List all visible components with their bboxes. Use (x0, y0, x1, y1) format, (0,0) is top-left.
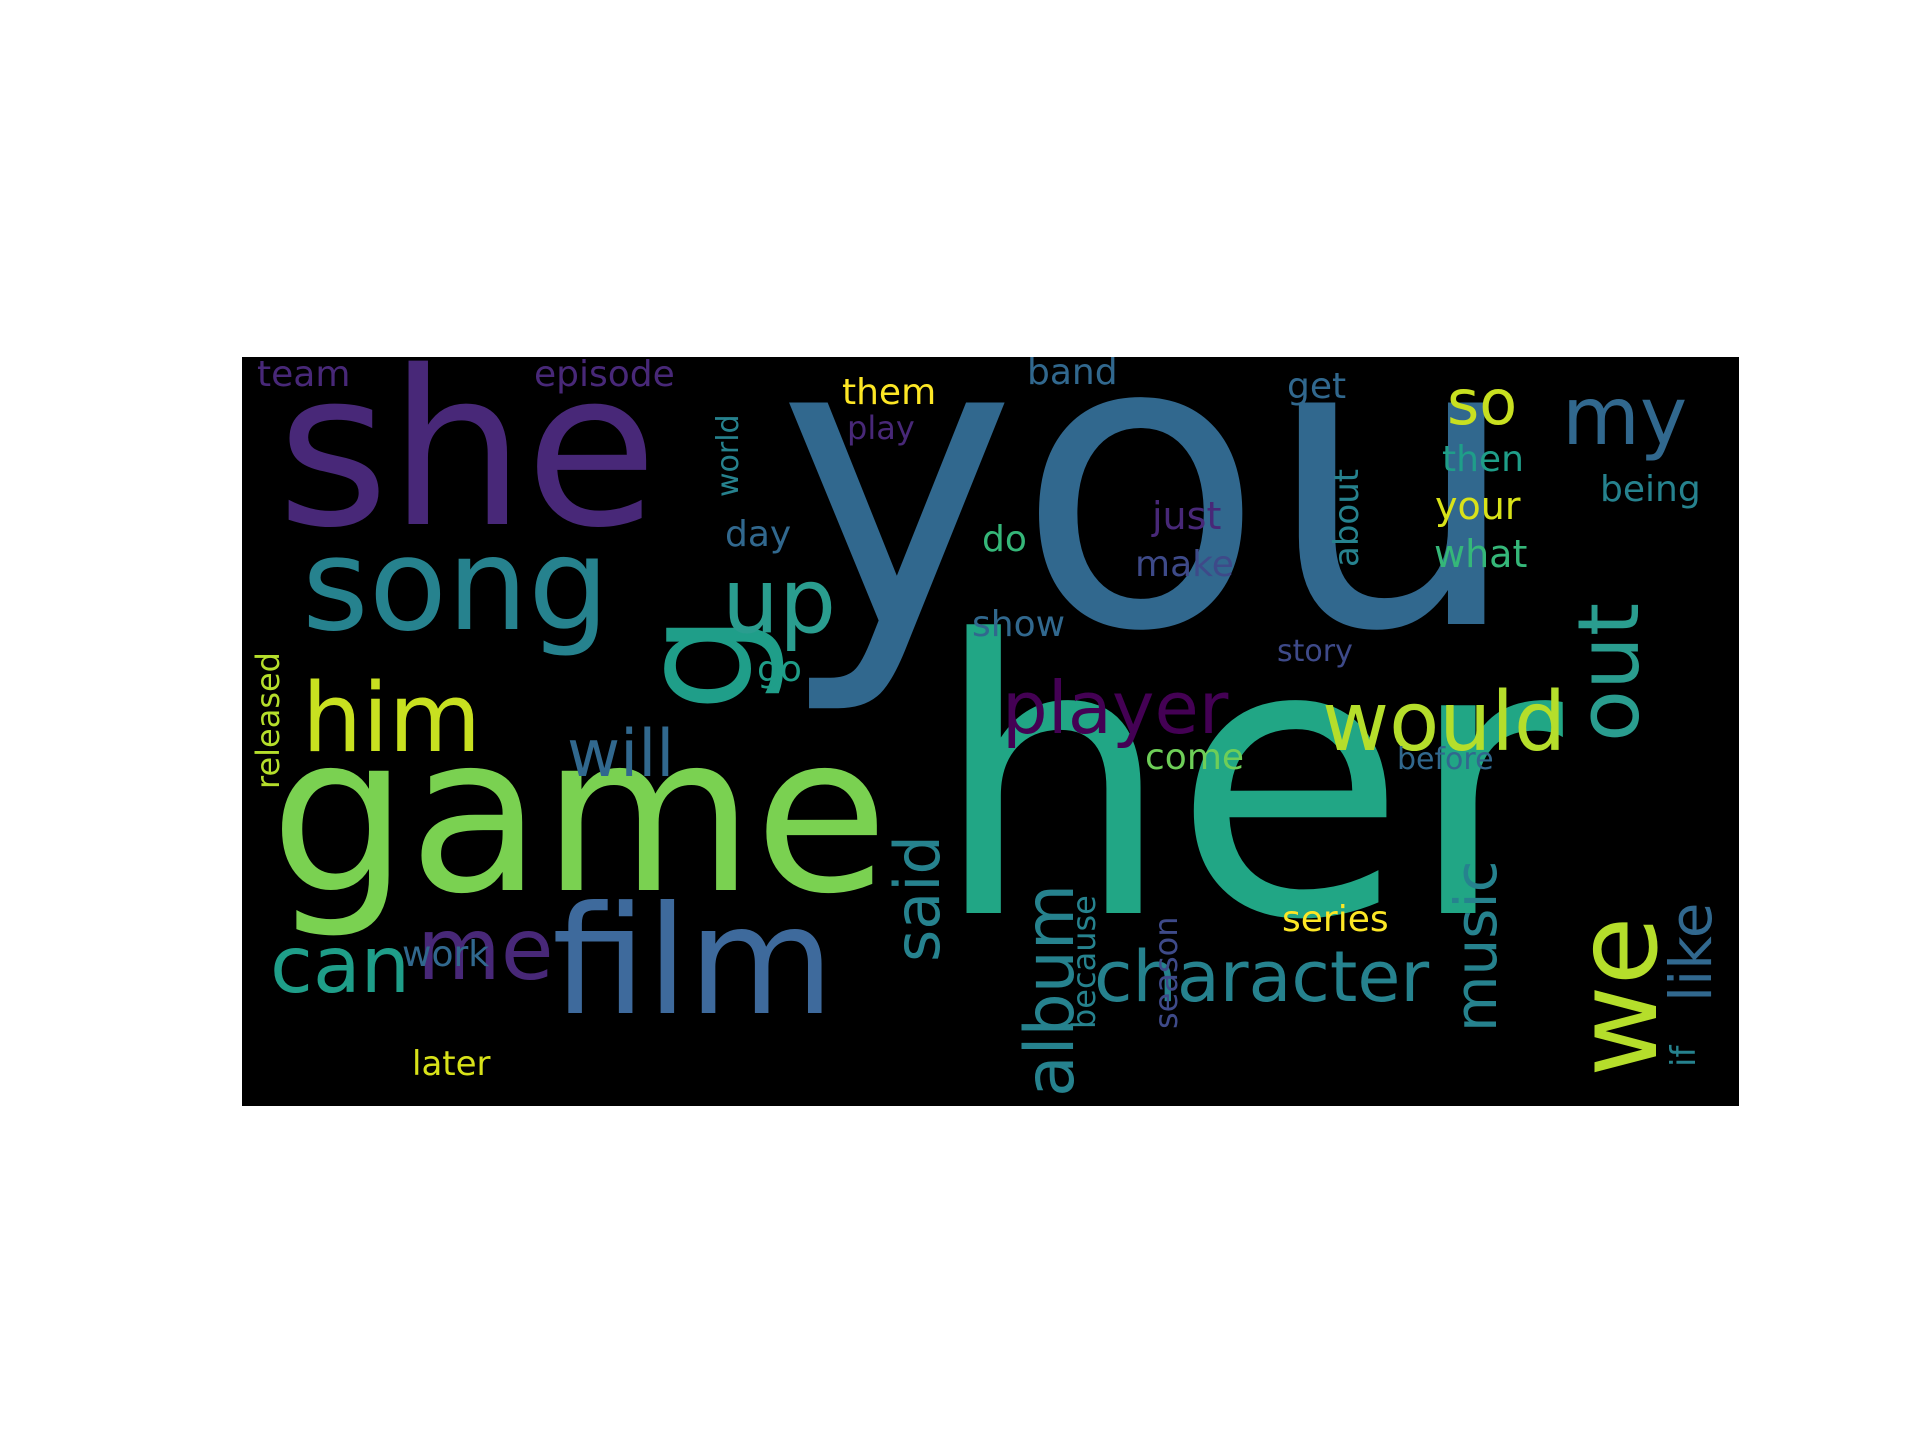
word-up: up (722, 549, 837, 654)
word-show: show (972, 604, 1066, 645)
word-said: said (881, 835, 954, 962)
word-do: do (982, 519, 1027, 560)
word-then: then (1442, 439, 1524, 480)
word-episode: episode (534, 357, 675, 395)
word-band: band (1027, 357, 1118, 393)
word-come: come (1145, 737, 1245, 778)
word-cloud-panel: you her she game song g film we up him w… (242, 357, 1739, 1106)
word-out: out (1560, 602, 1659, 742)
word-player: player (1002, 666, 1229, 750)
word-them: them (842, 372, 937, 413)
word-work: work (402, 934, 490, 975)
word-would: would (1322, 675, 1567, 770)
word-get: get (1287, 366, 1347, 407)
word-being: being (1600, 469, 1701, 510)
word-before: before (1397, 742, 1494, 777)
word-me: me (417, 900, 554, 1000)
word-if: if (1664, 1045, 1704, 1067)
word-her: her (932, 560, 1563, 1003)
word-will: will (567, 717, 675, 792)
word-what: what (1434, 532, 1528, 576)
word-go: go (757, 649, 802, 690)
word-film: film (552, 875, 835, 1049)
word-him: him (302, 664, 482, 774)
word-character: character (1094, 936, 1430, 1018)
word-my: my (1562, 370, 1688, 463)
word-you: you (777, 357, 1522, 720)
word-make: make (1135, 544, 1234, 585)
word-your: your (1435, 484, 1521, 528)
word-team: team (257, 357, 351, 395)
word-story: story (1277, 634, 1353, 669)
word-play: play (847, 409, 915, 447)
word-series: series (1282, 899, 1389, 940)
word-can: can (270, 921, 411, 1011)
word-like: like (1657, 902, 1725, 1002)
word-world: world (711, 414, 746, 497)
word-music: music (1442, 860, 1510, 1032)
word-song: song (302, 511, 610, 660)
word-about: about (1327, 468, 1367, 567)
word-game: game (270, 689, 889, 942)
word-later: later (412, 1044, 491, 1084)
word-day: day (725, 514, 792, 555)
word-just: just (1152, 494, 1222, 538)
word-so: so (1447, 366, 1518, 439)
word-released: released (249, 652, 287, 789)
word-because: because (1065, 895, 1103, 1029)
word-she: she (277, 357, 658, 575)
word-season: season (1147, 916, 1185, 1030)
